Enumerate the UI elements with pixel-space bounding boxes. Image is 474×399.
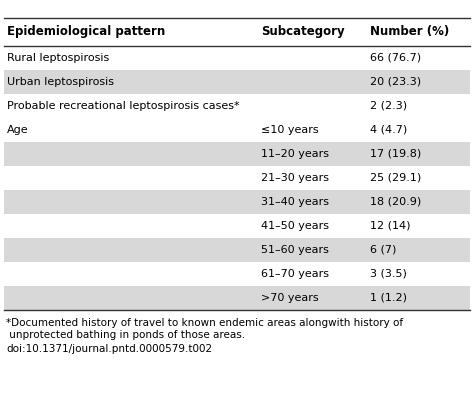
Bar xyxy=(4,214,470,238)
Bar xyxy=(4,18,470,46)
Text: 6 (7): 6 (7) xyxy=(370,245,397,255)
Text: Rural leptospirosis: Rural leptospirosis xyxy=(7,53,109,63)
Text: 20 (23.3): 20 (23.3) xyxy=(370,77,421,87)
Text: Epidemiological pattern: Epidemiological pattern xyxy=(7,26,165,38)
Text: Subcategory: Subcategory xyxy=(261,26,345,38)
Bar xyxy=(4,166,470,190)
Bar xyxy=(4,262,470,286)
Text: *Documented history of travel to known endemic areas alongwith history of: *Documented history of travel to known e… xyxy=(6,318,403,328)
Bar xyxy=(4,190,470,214)
Text: 12 (14): 12 (14) xyxy=(370,221,411,231)
Text: 41–50 years: 41–50 years xyxy=(261,221,329,231)
Text: 51–60 years: 51–60 years xyxy=(261,245,329,255)
Text: 31–40 years: 31–40 years xyxy=(261,197,329,207)
Bar xyxy=(4,70,470,94)
Text: 21–30 years: 21–30 years xyxy=(261,173,329,183)
Bar xyxy=(4,94,470,118)
Bar xyxy=(4,238,470,262)
Text: 61–70 years: 61–70 years xyxy=(261,269,329,279)
Text: ≤10 years: ≤10 years xyxy=(261,125,319,135)
Text: 2 (2.3): 2 (2.3) xyxy=(370,101,408,111)
Text: 1 (1.2): 1 (1.2) xyxy=(370,293,407,303)
Bar xyxy=(4,118,470,142)
Text: 18 (20.9): 18 (20.9) xyxy=(370,197,421,207)
Bar xyxy=(4,142,470,166)
Bar xyxy=(4,46,470,70)
Text: 3 (3.5): 3 (3.5) xyxy=(370,269,407,279)
Text: 4 (4.7): 4 (4.7) xyxy=(370,125,408,135)
Text: 66 (76.7): 66 (76.7) xyxy=(370,53,421,63)
Text: >70 years: >70 years xyxy=(261,293,319,303)
Text: Urban leptospirosis: Urban leptospirosis xyxy=(7,77,114,87)
Text: Probable recreational leptospirosis cases*: Probable recreational leptospirosis case… xyxy=(7,101,239,111)
Text: doi:10.1371/journal.pntd.0000579.t002: doi:10.1371/journal.pntd.0000579.t002 xyxy=(6,344,212,354)
Bar xyxy=(4,286,470,310)
Text: Number (%): Number (%) xyxy=(370,26,450,38)
Text: Age: Age xyxy=(7,125,28,135)
Text: unprotected bathing in ponds of those areas.: unprotected bathing in ponds of those ar… xyxy=(6,330,245,340)
Text: 11–20 years: 11–20 years xyxy=(261,149,329,159)
Text: 17 (19.8): 17 (19.8) xyxy=(370,149,421,159)
Text: 25 (29.1): 25 (29.1) xyxy=(370,173,421,183)
